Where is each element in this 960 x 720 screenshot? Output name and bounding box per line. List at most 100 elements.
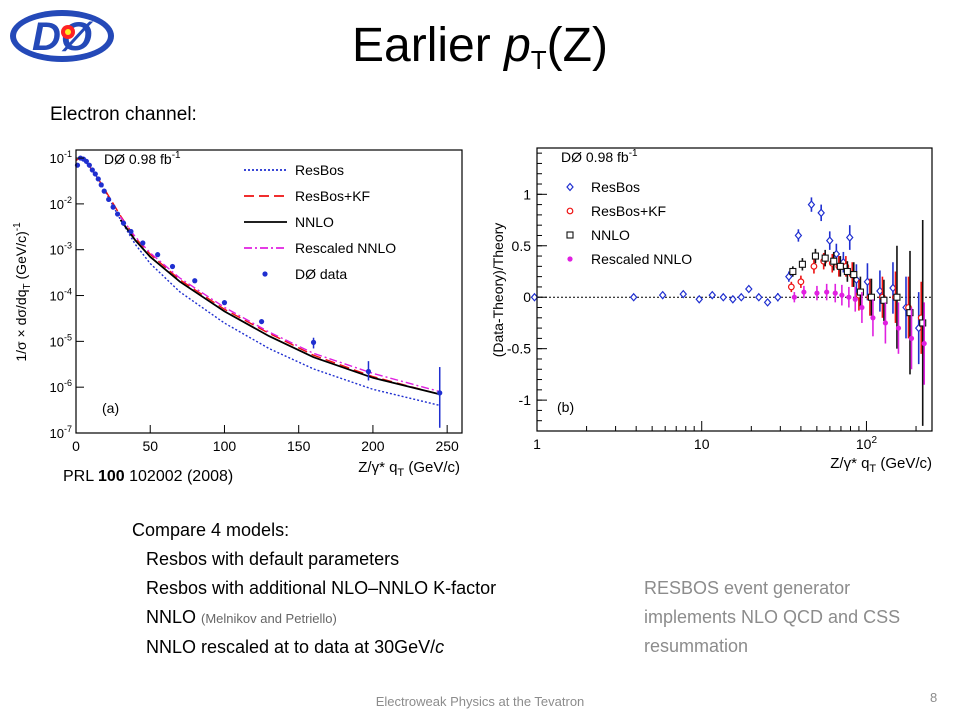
resbos-marker — [629, 292, 638, 302]
data-point — [140, 240, 146, 246]
data-point — [365, 368, 372, 375]
y-tick-label: 10-4 — [50, 287, 72, 304]
rescaled-nnlo-marker — [908, 335, 915, 341]
data-point — [110, 204, 116, 210]
model-item-rescaled-nnlo: NNLO rescaled at to data at 30GeV/c — [146, 637, 445, 657]
plot-b-xlabel: Z/γ* qT​ (GeV/c) — [830, 455, 932, 475]
logo-text: DØ — [32, 15, 94, 59]
nnlo-marker — [798, 260, 806, 268]
legend-label: Rescaled NNLO — [591, 251, 692, 267]
rescaled-nnlo-marker — [824, 289, 830, 295]
resbos-marker — [774, 292, 782, 302]
legend-marker — [262, 271, 268, 277]
resbos-marker — [825, 236, 834, 246]
plot-b-ylabel: (Data-Theory)/Theory — [490, 223, 506, 358]
model-item-resbos-kf: Resbos with additional NLO–NNLO K-factor — [146, 578, 497, 598]
y-tick-label: 0.5 — [512, 238, 532, 254]
nnlo-marker — [566, 231, 574, 239]
y-tick-label: 10-7 — [50, 424, 72, 441]
plot-b-ratio: 1 10 102 1 0.5 0 -0.5 -1 (b) Z/γ* qT​ (GeV/c) (… — [487, 142, 945, 478]
rescaled-nnlo-marker — [870, 315, 876, 321]
plot-a-qt-spectrum: 0 50 100 150 200 250 10-1 10-2 10-3 10-4 10-5 10-6 1… — [12, 142, 468, 488]
nnlo-marker — [893, 293, 901, 301]
x-tick-label: 250 — [435, 438, 459, 454]
y-tick-label: 10-6 — [50, 378, 72, 395]
model-item-nnlo: NNLO (Melnikov and Petriello) — [146, 607, 337, 627]
data-point — [95, 176, 101, 182]
x-tick-label: 100 — [213, 438, 237, 454]
rescaled-nnlo-marker — [839, 292, 845, 298]
y-tick-label: 10-2 — [50, 195, 72, 212]
legend-label: ResBos+KF — [591, 203, 666, 219]
resbos-marker — [658, 290, 667, 300]
rescaled-nnlo-marker — [882, 320, 889, 326]
rescaled-nnlo-marker — [567, 256, 573, 262]
data-point — [128, 228, 134, 235]
nnlo-marker — [880, 296, 888, 304]
plot-a-xlabel: Z/γ* qT​ (GeV/c) — [358, 459, 460, 479]
resbos-marker — [845, 233, 854, 242]
electron-channel-label: Electron channel: — [50, 104, 197, 125]
legend-label: ResBos — [591, 179, 640, 195]
data-point — [83, 158, 89, 164]
nnlo-marker — [821, 254, 829, 262]
resbos-marker — [807, 200, 816, 210]
rescaled-nnlo-marker — [852, 296, 858, 302]
data-point — [101, 188, 107, 194]
resbos-marker — [679, 289, 688, 299]
rescaled-nnlo-marker — [859, 304, 865, 311]
data-point — [221, 300, 228, 306]
plot-a-frame — [75, 149, 463, 434]
nnlo-marker — [830, 257, 838, 265]
resbos-marker — [785, 272, 793, 282]
resbos-kf-marker — [810, 262, 818, 270]
d0-logo: DØ — [10, 10, 114, 62]
y-tick-label: 0 — [523, 289, 531, 305]
legend-title: DØ 0.98 fb-1​ — [561, 148, 638, 165]
legend-title: DØ 0.98 fb-1​ — [104, 150, 181, 167]
legend-label: NNLO — [295, 214, 334, 230]
x-tick-label: 10 — [694, 436, 710, 452]
y-tick-label: 10-1 — [50, 149, 72, 166]
x-tick-label: 1 — [533, 436, 541, 452]
resbos-marker — [745, 284, 753, 294]
legend-label: NNLO — [591, 227, 630, 243]
model-item-resbos: Resbos with default parameters — [146, 549, 400, 569]
page-number: 8 — [930, 690, 938, 705]
resbos-kf-marker — [566, 207, 574, 215]
nnlo-marker — [811, 252, 819, 260]
series-line-nnlo — [119, 219, 440, 396]
resbos-marker — [729, 294, 737, 304]
plot-b-frame — [536, 147, 933, 432]
data-point — [106, 196, 112, 203]
nnlo-marker — [906, 309, 914, 317]
x-tick-label: 50 — [142, 438, 158, 454]
resbos-marker — [737, 292, 746, 302]
legend-label: Rescaled NNLO — [295, 240, 396, 256]
legend-label: DØ data — [295, 266, 347, 282]
data-point — [114, 211, 121, 217]
data-point — [169, 263, 176, 270]
data-point — [89, 167, 95, 173]
data-point — [86, 162, 92, 168]
y-tick-label: -1 — [519, 392, 532, 408]
x-tick-label: 102 — [856, 435, 878, 452]
rescaled-nnlo-marker — [801, 289, 807, 295]
x-tick-label: 200 — [361, 438, 385, 454]
data-point — [98, 182, 104, 188]
data-point — [310, 339, 317, 345]
resbos-marker — [695, 294, 704, 304]
x-tick-label: 150 — [287, 438, 311, 454]
legend-label: ResBos — [295, 162, 344, 178]
model-list-heading: Compare 4 models: — [132, 520, 290, 540]
data-point — [258, 318, 265, 325]
resbos-marker — [763, 297, 772, 307]
resbos-marker — [566, 182, 574, 192]
rescaled-nnlo-marker — [832, 290, 838, 296]
nnlo-marker — [856, 288, 864, 296]
slide-title: Earlier pT(Z) — [352, 19, 608, 75]
data-point — [120, 220, 127, 226]
rescaled-nnlo-marker — [921, 340, 927, 347]
nnlo-marker — [843, 267, 851, 276]
rescaled-nnlo-marker — [846, 294, 852, 300]
